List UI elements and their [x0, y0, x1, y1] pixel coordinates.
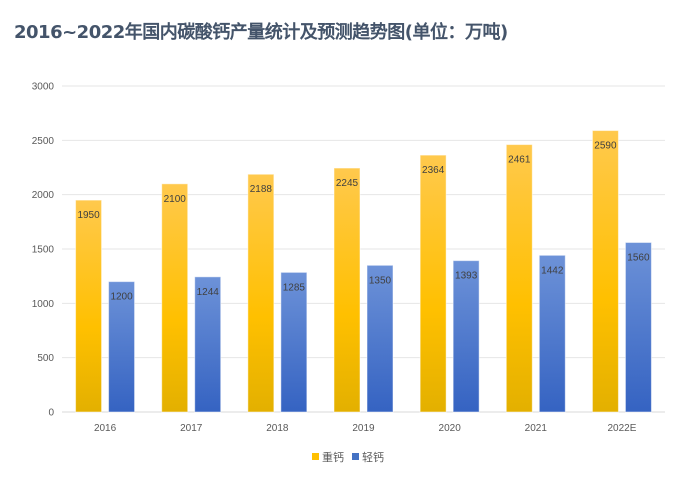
y-tick-label: 1000: [32, 299, 55, 310]
y-tick-label: 500: [37, 353, 54, 364]
x-tick-label: 2020: [439, 423, 462, 434]
data-label: 1244: [197, 287, 220, 298]
bar-重钙: [247, 173, 275, 413]
bar-轻钙: [194, 276, 222, 413]
y-tick-label: 3000: [32, 82, 55, 93]
bar-轻钙: [108, 281, 136, 413]
bar-重钙: [505, 144, 533, 413]
bar-轻钙: [366, 264, 394, 413]
data-label: 2245: [336, 178, 359, 189]
y-tick-label: 2500: [32, 136, 55, 147]
data-label: 1393: [455, 271, 478, 282]
data-label: 2590: [594, 141, 617, 152]
x-tick-label: 2018: [266, 423, 289, 434]
data-label: 1285: [283, 282, 306, 293]
y-tick-label: 1500: [32, 245, 55, 256]
bar-轻钙: [624, 241, 652, 413]
chart-title: 2016~2022年国内碳酸钙产量统计及预测趋势图(单位：万吨): [14, 22, 508, 43]
legend-swatch: [352, 453, 359, 460]
x-tick-label: 2022E: [607, 423, 636, 434]
bar-重钙: [419, 154, 447, 413]
bar-轻钙: [538, 254, 566, 413]
legend-label: 轻钙: [362, 450, 384, 464]
bar-轻钙: [280, 271, 308, 413]
bar-重钙: [75, 199, 103, 413]
bar-重钙: [161, 183, 189, 413]
bar-重钙: [333, 167, 361, 413]
data-label: 1442: [541, 265, 564, 276]
y-tick-label: 2000: [32, 190, 55, 201]
legend-label: 重钙: [322, 450, 344, 464]
y-tick-label: 0: [48, 408, 54, 419]
data-label: 1560: [627, 252, 650, 263]
data-label: 2188: [250, 184, 273, 195]
data-label: 2461: [508, 155, 531, 166]
data-label: 1350: [369, 275, 392, 286]
x-tick-label: 2017: [180, 423, 203, 434]
bar-轻钙: [452, 260, 480, 413]
legend-swatch: [312, 453, 319, 460]
x-tick-label: 2019: [352, 423, 375, 434]
data-label: 2100: [164, 194, 187, 205]
data-label: 1950: [77, 210, 100, 221]
x-tick-label: 2021: [525, 423, 548, 434]
data-label: 2364: [422, 165, 445, 176]
bar-重钙: [591, 130, 619, 413]
x-tick-label: 2016: [94, 423, 117, 434]
data-label: 1200: [110, 292, 133, 303]
